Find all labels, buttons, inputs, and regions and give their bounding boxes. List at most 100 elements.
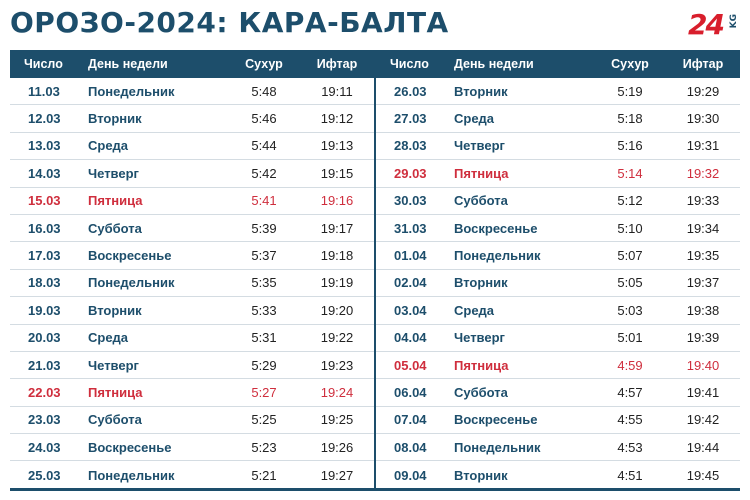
table-row: 09.04 Вторник 4:51 19:45 xyxy=(376,461,740,488)
cell-iftar: 19:31 xyxy=(686,138,720,154)
cell-suhur: 5:37 xyxy=(251,248,277,264)
cell-suhur: 5:01 xyxy=(617,330,643,346)
cell-date: 11.03 xyxy=(28,83,60,99)
table-row: 16.03 Суббота 5:39 19:17 xyxy=(10,215,374,243)
cell-suhur: 5:21 xyxy=(251,467,277,483)
cell-suhur: 5:39 xyxy=(251,220,277,236)
table-row: 29.03 Пятница 5:14 19:32 xyxy=(376,160,740,188)
cell-iftar: 19:27 xyxy=(320,467,354,483)
table-row: 27.03 Среда 5:18 19:30 xyxy=(376,105,740,133)
cell-iftar: 19:22 xyxy=(320,330,354,346)
table-row: 11.03 Понедельник 5:48 19:11 xyxy=(10,78,374,106)
logo-number: 24 xyxy=(688,8,725,41)
cell-suhur: 5:05 xyxy=(617,275,643,291)
cell-date: 08.04 xyxy=(394,439,427,455)
cell-iftar: 19:42 xyxy=(686,412,720,428)
cell-suhur: 5:48 xyxy=(251,83,277,99)
cell-day: Вторник xyxy=(88,111,142,127)
cell-suhur: 5:19 xyxy=(617,83,643,99)
cell-day: Среда xyxy=(88,330,129,346)
table-row: 21.03 Четверг 5:29 19:23 xyxy=(10,352,374,380)
column-divider xyxy=(374,50,376,491)
table-body-left: 11.03 Понедельник 5:48 19:11 12.03 Вторник 5:4… xyxy=(10,78,374,489)
cell-iftar: 19:33 xyxy=(686,193,720,209)
cell-suhur: 5:14 xyxy=(617,165,643,181)
cell-date: 05.04 xyxy=(394,357,427,373)
cell-date: 18.03 xyxy=(28,275,61,291)
header-iftar: Ифтар xyxy=(682,57,724,71)
cell-suhur: 5:42 xyxy=(251,165,277,181)
cell-suhur: 5:16 xyxy=(617,138,643,154)
cell-date: 07.04 xyxy=(394,412,427,428)
cell-iftar: 19:38 xyxy=(686,302,720,318)
table-row: 20.03 Среда 5:31 19:22 xyxy=(10,325,374,352)
cell-date: 23.03 xyxy=(28,412,61,428)
cell-date: 30.03 xyxy=(394,193,427,209)
cell-date: 26.03 xyxy=(394,83,427,99)
cell-iftar: 19:26 xyxy=(320,439,354,455)
header-iftar: Ифтар xyxy=(316,57,358,71)
logo-suffix: KG xyxy=(729,14,739,29)
cell-suhur: 5:35 xyxy=(251,275,277,291)
cell-day: Суббота xyxy=(88,412,142,428)
cell-suhur: 4:57 xyxy=(617,384,643,400)
cell-suhur: 5:41 xyxy=(251,193,277,209)
cell-suhur: 4:51 xyxy=(617,467,643,483)
schedule-table: Число День недели Сухур Ифтар 11.03 Понед… xyxy=(10,50,740,491)
table-row: 17.03 Воскресенье 5:37 19:18 xyxy=(10,242,374,270)
cell-day: Суббота xyxy=(454,193,508,209)
cell-iftar: 19:18 xyxy=(320,248,354,264)
cell-iftar: 19:24 xyxy=(320,384,354,400)
cell-day: Воскресенье xyxy=(454,220,538,236)
table-header: Число День недели Сухур Ифтар xyxy=(376,50,740,78)
cell-suhur: 4:53 xyxy=(617,439,643,455)
table-row: 19.03 Вторник 5:33 19:20 xyxy=(10,297,374,325)
cell-suhur: 5:10 xyxy=(617,220,643,236)
site-logo[interactable]: 24 KG xyxy=(688,8,739,42)
cell-iftar: 19:32 xyxy=(686,165,720,181)
cell-iftar: 19:34 xyxy=(686,220,720,236)
table-row: 01.04 Понедельник 5:07 19:35 xyxy=(376,242,740,270)
cell-iftar: 19:12 xyxy=(320,111,354,127)
header-day: День недели xyxy=(454,57,534,71)
table-row: 14.03 Четверг 5:42 19:15 xyxy=(10,160,374,188)
table-row: 05.04 Пятница 4:59 19:40 xyxy=(376,352,740,380)
cell-day: Пятница xyxy=(88,193,143,209)
cell-date: 25.03 xyxy=(28,467,61,483)
cell-iftar: 19:35 xyxy=(686,248,720,264)
cell-day: Понедельник xyxy=(454,248,541,264)
cell-date: 29.03 xyxy=(394,165,427,181)
cell-day: Четверг xyxy=(88,165,139,181)
cell-suhur: 5:07 xyxy=(617,248,643,264)
cell-date: 03.04 xyxy=(394,302,427,318)
table-row: 25.03 Понедельник 5:21 19:27 xyxy=(10,461,374,488)
cell-iftar: 19:20 xyxy=(320,302,354,318)
cell-suhur: 4:59 xyxy=(617,357,643,373)
cell-day: Суббота xyxy=(88,220,142,236)
cell-suhur: 5:31 xyxy=(251,330,277,346)
cell-suhur: 5:23 xyxy=(251,439,277,455)
table-row: 07.04 Воскресенье 4:55 19:42 xyxy=(376,407,740,435)
header-suhur: Сухур xyxy=(245,57,283,71)
table-row: 28.03 Четверг 5:16 19:31 xyxy=(376,133,740,161)
cell-day: Вторник xyxy=(88,302,142,318)
cell-iftar: 19:17 xyxy=(320,220,354,236)
header-suhur: Сухур xyxy=(611,57,649,71)
table-row: 06.04 Суббота 4:57 19:41 xyxy=(376,379,740,407)
cell-date: 24.03 xyxy=(28,439,61,455)
cell-date: 02.04 xyxy=(394,275,427,291)
table-row: 15.03 Пятница 5:41 19:16 xyxy=(10,188,374,215)
cell-iftar: 19:19 xyxy=(320,275,354,291)
cell-day: Пятница xyxy=(88,384,143,400)
cell-suhur: 5:29 xyxy=(251,357,277,373)
cell-suhur: 5:25 xyxy=(251,412,277,428)
cell-date: 04.04 xyxy=(394,330,427,346)
cell-day: Суббота xyxy=(454,384,508,400)
cell-date: 28.03 xyxy=(394,138,427,154)
cell-suhur: 5:46 xyxy=(251,111,277,127)
table-row: 13.03 Среда 5:44 19:13 xyxy=(10,133,374,161)
cell-day: Среда xyxy=(454,302,495,318)
cell-day: Среда xyxy=(454,111,495,127)
cell-date: 21.03 xyxy=(28,357,61,373)
cell-date: 27.03 xyxy=(394,111,427,127)
